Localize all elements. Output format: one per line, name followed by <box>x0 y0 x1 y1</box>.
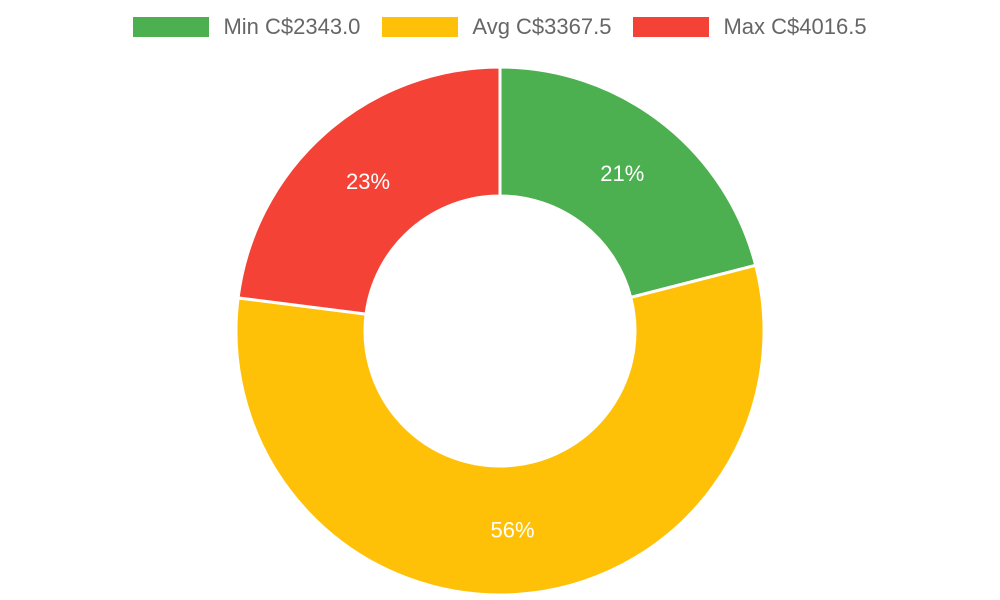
legend-item-min[interactable]: Min C$2343.0 <box>133 14 360 40</box>
chart-legend: Min C$2343.0 Avg C$3367.5 Max C$4016.5 <box>0 14 1000 40</box>
slice-avg[interactable] <box>234 263 766 597</box>
slice-max[interactable] <box>236 65 502 316</box>
legend-item-avg[interactable]: Avg C$3367.5 <box>382 14 611 40</box>
legend-swatch-max <box>633 17 710 37</box>
legend-label-min: Min C$2343.0 <box>223 14 361 39</box>
legend-label-max: Max C$4016.5 <box>723 14 867 39</box>
legend-swatch-min <box>133 17 210 37</box>
slice-label-avg: 56% <box>491 518 535 543</box>
legend-item-max[interactable]: Max C$4016.5 <box>633 14 867 40</box>
slice-label-min: 21% <box>600 161 644 186</box>
legend-label-avg: Avg C$3367.5 <box>472 14 612 39</box>
slice-label-max: 23% <box>346 169 390 194</box>
slice-min[interactable] <box>498 65 758 300</box>
legend-swatch-avg <box>382 17 459 37</box>
